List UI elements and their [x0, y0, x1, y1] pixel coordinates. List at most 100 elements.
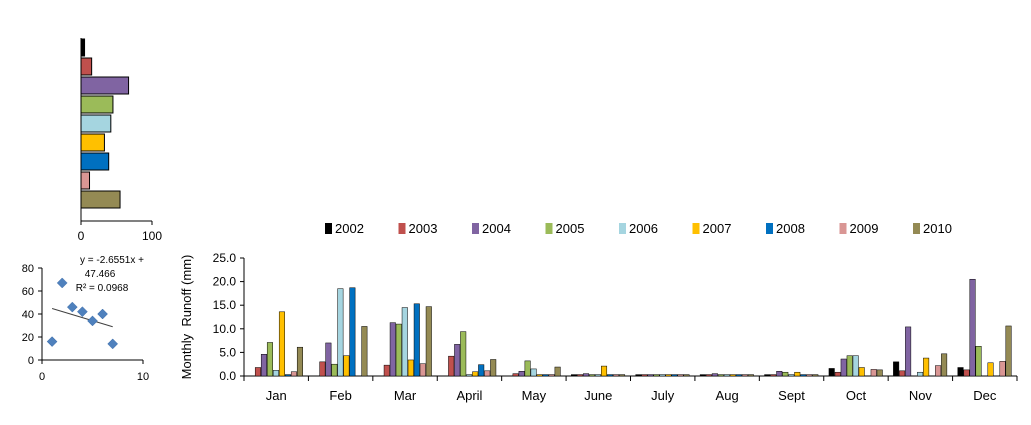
- bar-Feb-2008: [349, 287, 356, 377]
- legend-label-2010: 2010: [923, 221, 952, 236]
- main-x-tick-label: Dec: [973, 388, 997, 403]
- bar-June-2003: [577, 374, 584, 377]
- main-x-tick-label: Aug: [716, 388, 739, 403]
- bar-Oct-2002: [828, 368, 835, 377]
- legend-swatch-2002: [325, 223, 332, 234]
- bar-Feb-2006: [337, 288, 344, 377]
- bar-Feb-2004: [325, 342, 332, 377]
- bar-Oct-2007: [858, 367, 865, 377]
- scatter-x-tick-label: 0: [39, 371, 45, 383]
- bar-June-2007: [601, 365, 608, 377]
- main-x-tick-label: June: [584, 388, 612, 403]
- bar-May-2009: [548, 374, 555, 377]
- bar-June-2002: [571, 374, 578, 377]
- main-y-tick-label: 20.0: [213, 275, 237, 289]
- hbar-6: [80, 152, 110, 171]
- hbar-0: [80, 38, 86, 57]
- hbar-x-tick-label: 100: [142, 229, 162, 243]
- bar-Jan-2007: [278, 311, 285, 377]
- bar-May-2004: [518, 371, 525, 377]
- main-y-tick-label: 15.0: [213, 298, 237, 312]
- bar-Sept-2007: [794, 371, 801, 377]
- scatter-y-tick-label: 40: [22, 309, 34, 321]
- scatter-equation-text: 47.466: [85, 269, 116, 280]
- bar-Nov-2002: [893, 361, 900, 377]
- legend-swatch-2005: [545, 223, 553, 234]
- bar-Jan-2009: [290, 371, 297, 377]
- bar-Sept-2010: [812, 374, 819, 377]
- bar-April-2008: [478, 364, 485, 377]
- bar-April-2003: [448, 355, 455, 377]
- main-y-tick-label: 5.0: [219, 345, 236, 359]
- main-x-tick-label: May: [522, 388, 547, 403]
- legend-label-2002: 2002: [335, 221, 364, 236]
- bar-Sept-2003: [770, 374, 777, 377]
- bar-Aug-2008: [735, 374, 742, 377]
- scatter-equation-text: R² = 0.0968: [76, 283, 129, 294]
- scatter-point: [46, 336, 58, 347]
- bar-Sept-2005: [782, 371, 789, 377]
- bar-Mar-2003: [383, 364, 390, 377]
- hbar-8: [80, 190, 121, 209]
- legend-label-2003: 2003: [409, 221, 438, 236]
- bar-Aug-2004: [711, 373, 718, 377]
- main-x-tick-label: Nov: [909, 388, 933, 403]
- bar-Aug-2006: [723, 374, 730, 377]
- legend-swatch-2008: [766, 223, 773, 234]
- bar-Dec-2007: [987, 362, 994, 377]
- legend-label-2008: 2008: [776, 221, 805, 236]
- scatter-equation-text: y = -2.6551x +: [80, 255, 144, 266]
- bar-Sept-2008: [800, 374, 807, 377]
- bar-July-2005: [653, 374, 660, 377]
- bar-Jan-2003: [254, 367, 261, 377]
- hbar-2: [80, 76, 130, 95]
- bar-Nov-2009: [935, 365, 942, 377]
- bar-Dec-2003: [963, 369, 970, 377]
- bar-July-2004: [647, 374, 654, 377]
- scatter-point: [107, 338, 119, 350]
- horizontal-bar-chart: 0 100: [78, 38, 162, 243]
- scatter-chart: 0 20 40 60 80 0 10 y = -2.6551x + 47.466 R² = 0.0…: [22, 255, 149, 383]
- scatter-x-tick-label: 10: [137, 371, 149, 383]
- main-x-tick-label: Feb: [329, 388, 351, 403]
- bar-June-2006: [595, 374, 602, 377]
- bar-Mar-2006: [401, 307, 408, 377]
- bar-Nov-2003: [899, 370, 906, 377]
- main-y-axis-label: Monthly Runoff (mm): [179, 255, 194, 380]
- bar-Sept-2004: [776, 371, 783, 377]
- bar-Feb-2003: [319, 361, 326, 377]
- bar-Feb-2010: [361, 326, 368, 377]
- bar-July-2002: [635, 374, 642, 377]
- bar-Aug-2010: [747, 374, 754, 377]
- main-y-tick-label: 0.0: [219, 369, 236, 383]
- scatter-y-tick-label: 60: [22, 286, 34, 298]
- bar-June-2005: [589, 374, 596, 377]
- bar-Oct-2003: [834, 371, 841, 377]
- bar-Oct-2009: [870, 369, 877, 377]
- bar-Oct-2005: [846, 355, 853, 377]
- legend-label-2004: 2004: [482, 221, 511, 236]
- legend-swatch-2009: [839, 223, 847, 234]
- bar-Nov-2007: [923, 357, 930, 377]
- bar-Aug-2005: [717, 374, 724, 377]
- scatter-y-tick-label: 80: [22, 263, 34, 275]
- bar-Nov-2010: [941, 353, 948, 377]
- hbar-x-tick-label: 0: [78, 229, 85, 243]
- scatter-y-tick-label: 0: [28, 355, 34, 367]
- bar-April-2004: [454, 344, 461, 377]
- bar-April-2006: [466, 374, 473, 377]
- bar-May-2007: [536, 374, 543, 377]
- bar-July-2007: [665, 374, 672, 377]
- bar-April-2005: [460, 331, 467, 377]
- legend-label-2005: 2005: [556, 221, 585, 236]
- bar-Feb-2005: [331, 363, 338, 377]
- legend-swatch-2007: [692, 223, 700, 234]
- main-x-tick-label: Sept: [778, 388, 805, 403]
- bar-Nov-2004: [905, 326, 912, 377]
- legend-swatch-2006: [619, 223, 626, 234]
- bar-May-2008: [542, 374, 549, 377]
- bar-Sept-2002: [764, 374, 771, 377]
- scatter-trendline: [51, 307, 113, 328]
- bar-June-2009: [613, 374, 620, 377]
